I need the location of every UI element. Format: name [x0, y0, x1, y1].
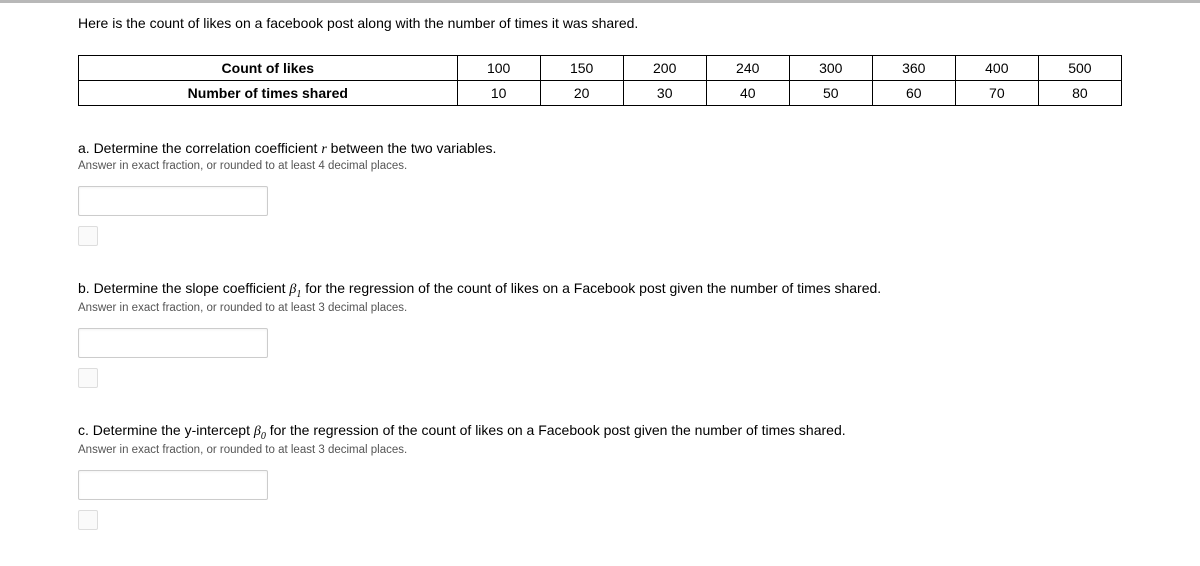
table-cell: 10 [457, 81, 540, 106]
table-cell: 70 [955, 81, 1038, 106]
table-cell: 80 [1038, 81, 1121, 106]
table-cell: 60 [872, 81, 955, 106]
prompt-prefix: a. Determine the correlation coefficient [78, 140, 321, 156]
table-cell: 50 [789, 81, 872, 106]
table-cell: 400 [955, 56, 1038, 81]
variable-beta: β0 [254, 424, 266, 439]
table-cell: 360 [872, 56, 955, 81]
table-cell: 200 [623, 56, 706, 81]
answer-input-c[interactable] [78, 470, 268, 500]
table-cell: 30 [623, 81, 706, 106]
checkbox-b[interactable] [78, 368, 98, 388]
checkbox-c[interactable] [78, 510, 98, 530]
answer-input-a[interactable] [78, 186, 268, 216]
question-hint: Answer in exact fraction, or rounded to … [78, 160, 1122, 172]
table-cell: 500 [1038, 56, 1121, 81]
table-cell: 150 [540, 56, 623, 81]
table-row: Count of likes 100 150 200 240 300 360 4… [79, 56, 1122, 81]
checkbox-a[interactable] [78, 226, 98, 246]
prompt-suffix: for the regression of the count of likes… [301, 280, 881, 296]
question-hint: Answer in exact fraction, or rounded to … [78, 444, 1122, 456]
question-prompt: c. Determine the y-intercept β0 for the … [78, 422, 1122, 442]
table-cell: 240 [706, 56, 789, 81]
table-cell: 40 [706, 81, 789, 106]
question-b: b. Determine the slope coefficient β1 fo… [78, 280, 1122, 388]
variable-beta: β1 [289, 282, 301, 297]
answer-input-b[interactable] [78, 328, 268, 358]
question-prompt: a. Determine the correlation coefficient… [78, 140, 1122, 158]
table-cell: 100 [457, 56, 540, 81]
data-table: Count of likes 100 150 200 240 300 360 4… [78, 55, 1122, 106]
question-prompt: b. Determine the slope coefficient β1 fo… [78, 280, 1122, 300]
question-c: c. Determine the y-intercept β0 for the … [78, 422, 1122, 530]
table-row: Number of times shared 10 20 30 40 50 60… [79, 81, 1122, 106]
prompt-prefix: b. Determine the slope coefficient [78, 280, 289, 296]
question-hint: Answer in exact fraction, or rounded to … [78, 302, 1122, 314]
question-content: Here is the count of likes on a facebook… [0, 3, 1200, 530]
intro-text: Here is the count of likes on a facebook… [78, 15, 1122, 31]
row-header: Number of times shared [79, 81, 458, 106]
row-header: Count of likes [79, 56, 458, 81]
question-a: a. Determine the correlation coefficient… [78, 140, 1122, 246]
table-cell: 20 [540, 81, 623, 106]
prompt-suffix: between the two variables. [327, 140, 497, 156]
prompt-prefix: c. Determine the y-intercept [78, 422, 254, 438]
prompt-suffix: for the regression of the count of likes… [266, 422, 846, 438]
table-cell: 300 [789, 56, 872, 81]
